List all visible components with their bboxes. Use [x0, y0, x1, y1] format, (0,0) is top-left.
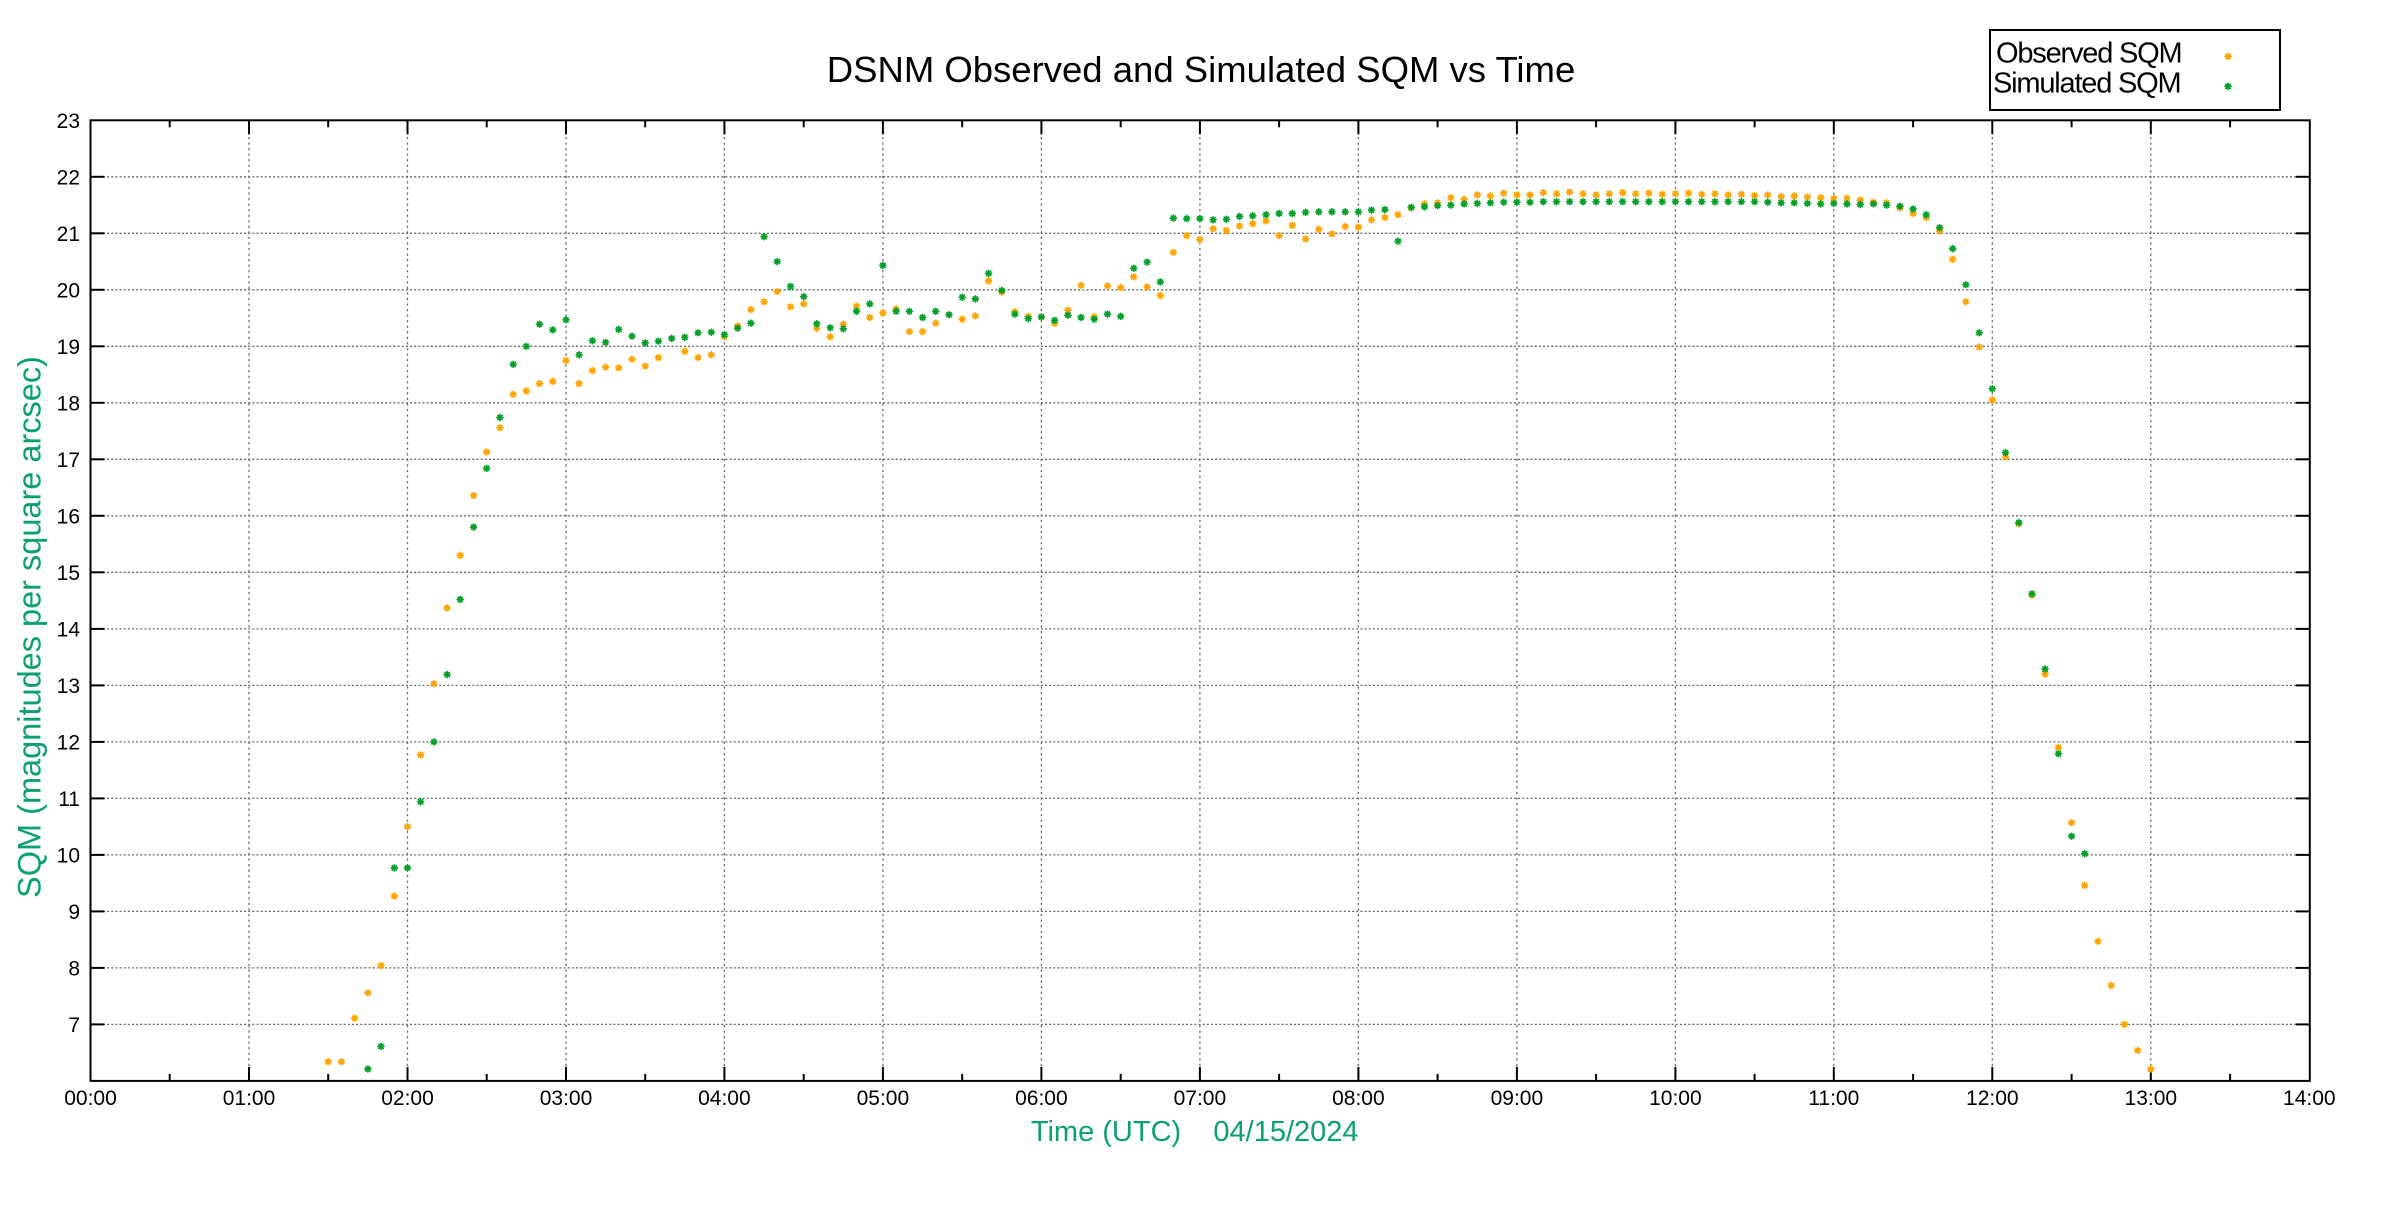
- svg-text:06:00: 06:00: [1015, 1087, 1068, 1110]
- svg-text:17: 17: [57, 449, 80, 472]
- svg-text:Time (UTC): Time (UTC): [1031, 1116, 1181, 1148]
- svg-text:10: 10: [57, 844, 80, 867]
- svg-text:14: 14: [57, 618, 81, 641]
- svg-text:7: 7: [68, 1014, 80, 1037]
- svg-text:00:00: 00:00: [64, 1087, 117, 1110]
- svg-text:SQM (magnitudes per square arc: SQM (magnitudes per square arcsec): [12, 356, 48, 898]
- svg-text:Observed SQM: Observed SQM: [1996, 38, 2181, 70]
- svg-text:20: 20: [57, 279, 80, 302]
- svg-text:13:00: 13:00: [2125, 1087, 2178, 1110]
- svg-text:08:00: 08:00: [1332, 1087, 1385, 1110]
- svg-text:21: 21: [57, 223, 80, 246]
- svg-text:11: 11: [58, 788, 80, 811]
- svg-text:16: 16: [57, 505, 80, 528]
- svg-text:03:00: 03:00: [540, 1087, 593, 1110]
- svg-text:05:00: 05:00: [857, 1087, 910, 1110]
- svg-text:15: 15: [57, 562, 80, 585]
- svg-text:22: 22: [57, 166, 80, 189]
- svg-text:Simulated SQM: Simulated SQM: [1993, 68, 2180, 100]
- svg-text:02:00: 02:00: [381, 1087, 434, 1110]
- svg-text:8: 8: [68, 957, 80, 980]
- svg-text:13: 13: [57, 675, 80, 698]
- svg-text:11:00: 11:00: [1808, 1087, 1859, 1110]
- svg-text:10:00: 10:00: [1649, 1087, 1702, 1110]
- svg-text:23: 23: [57, 110, 80, 133]
- svg-text:09:00: 09:00: [1491, 1087, 1544, 1110]
- svg-text:07:00: 07:00: [1174, 1087, 1227, 1110]
- svg-text:12: 12: [57, 731, 80, 754]
- svg-text:18: 18: [57, 392, 80, 415]
- svg-text:01:00: 01:00: [223, 1087, 276, 1110]
- svg-text:04:00: 04:00: [698, 1087, 751, 1110]
- svg-text:19: 19: [57, 336, 80, 359]
- svg-text:9: 9: [68, 901, 80, 924]
- svg-text:DSNM Observed and Simulated SQ: DSNM Observed and Simulated SQM vs Time: [827, 49, 1576, 90]
- svg-text:04/15/2024: 04/15/2024: [1213, 1116, 1358, 1148]
- svg-text:14:00: 14:00: [2283, 1087, 2336, 1110]
- svg-text:12:00: 12:00: [1966, 1087, 2019, 1110]
